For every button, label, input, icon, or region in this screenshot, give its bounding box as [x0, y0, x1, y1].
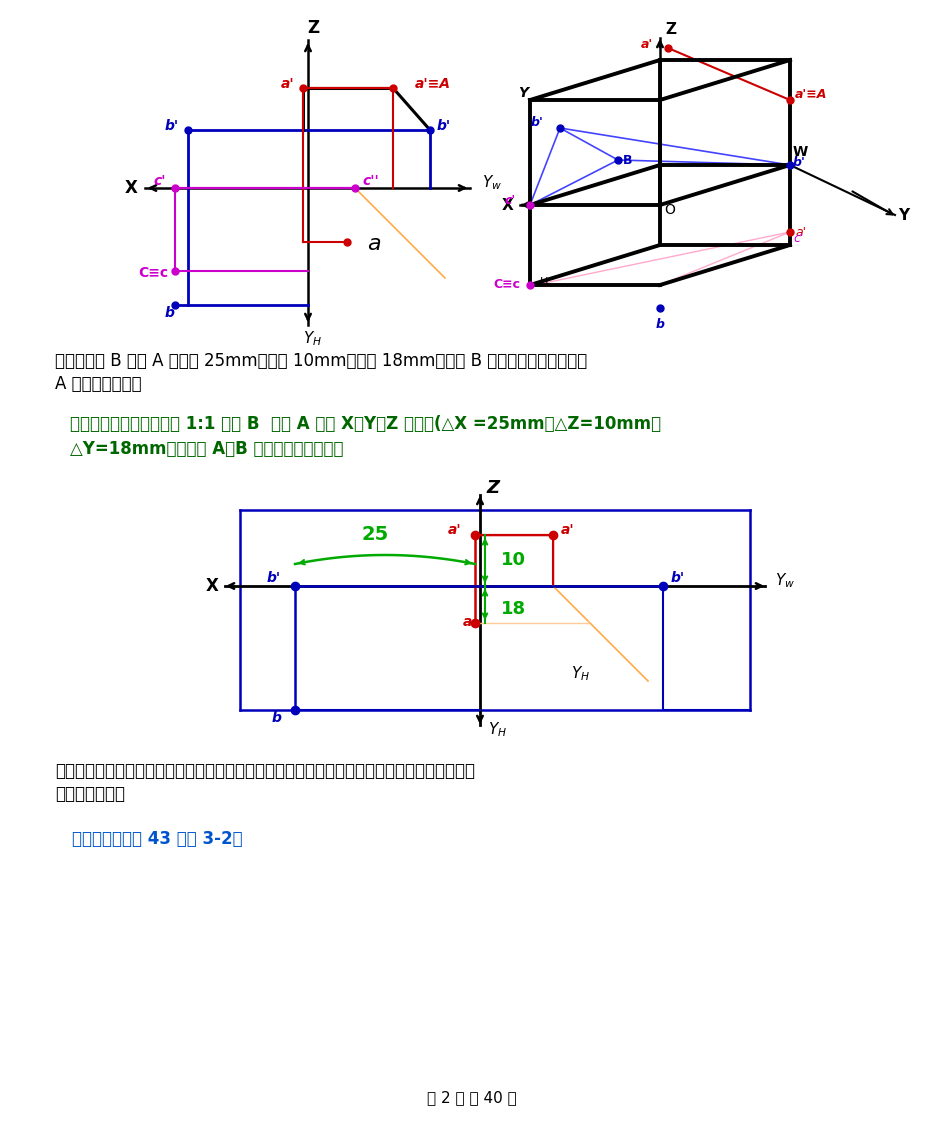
- Text: a': a': [561, 523, 574, 537]
- Text: a': a': [640, 37, 652, 51]
- Text: b': b': [530, 116, 543, 128]
- Text: H: H: [539, 277, 548, 287]
- Text: 18: 18: [500, 600, 526, 618]
- Text: b': b': [266, 570, 280, 585]
- Text: b': b': [165, 119, 178, 133]
- Text: a'≡A: a'≡A: [794, 89, 827, 101]
- Text: c': c': [154, 174, 166, 188]
- Text: 角的真实大小。: 角的真实大小。: [55, 785, 125, 803]
- Text: 答案：见教材第 43 页表 3-2。: 答案：见教材第 43 页表 3-2。: [72, 830, 243, 848]
- Text: Y: Y: [897, 208, 908, 222]
- Text: X: X: [125, 179, 137, 197]
- Text: △Y=18mm），画出 A、B 两点的三面投影图。: △Y=18mm），画出 A、B 两点的三面投影图。: [70, 440, 343, 458]
- Text: $Y_H$: $Y_H$: [487, 721, 507, 739]
- Text: Z: Z: [665, 22, 675, 37]
- Text: $Y_H$: $Y_H$: [570, 665, 589, 684]
- Text: 四、画出直线的第三投影，判断各直线对投影面的相对位置，并标出各特殊位置直线对投影面倾: 四、画出直线的第三投影，判断各直线对投影面的相对位置，并标出各特殊位置直线对投影…: [55, 763, 475, 780]
- Text: a'≡A: a'≡A: [414, 77, 450, 91]
- Text: Z: Z: [485, 480, 498, 497]
- Text: b': b': [792, 155, 805, 168]
- Text: b: b: [165, 305, 175, 320]
- Text: c'': c'': [362, 174, 379, 188]
- Text: a: a: [462, 615, 471, 629]
- Text: c': c': [504, 193, 515, 207]
- Text: a': a': [281, 77, 295, 91]
- Text: a': a': [447, 523, 461, 537]
- Text: a: a: [366, 234, 380, 254]
- Text: b: b: [271, 711, 280, 725]
- Text: 第 2 页 八 40 页: 第 2 页 八 40 页: [427, 1090, 516, 1105]
- Text: B: B: [622, 154, 632, 166]
- Text: Z: Z: [307, 19, 319, 37]
- Text: 25: 25: [361, 524, 388, 544]
- Text: b': b': [670, 570, 684, 585]
- Text: c': c': [792, 231, 802, 245]
- Text: C≡c: C≡c: [138, 266, 168, 280]
- Text: 作图过程：从三投影图中 1:1 量出 B  点与 A 点的 X、Y、Z 坐标差(△X =25mm；△Z=10mm；: 作图过程：从三投影图中 1:1 量出 B 点与 A 点的 X、Y、Z 坐标差(△…: [70, 416, 661, 433]
- Text: X: X: [501, 198, 514, 212]
- Text: 10: 10: [500, 551, 526, 569]
- Text: $Y_w$: $Y_w$: [774, 572, 794, 591]
- Text: A 点的第三投影。: A 点的第三投影。: [55, 375, 142, 393]
- Text: $Y_w$: $Y_w$: [481, 174, 501, 192]
- Text: X: X: [206, 577, 218, 595]
- Text: O: O: [664, 203, 674, 217]
- Text: C≡c: C≡c: [493, 279, 519, 292]
- Text: $Y_H$: $Y_H$: [303, 330, 322, 348]
- Text: a': a': [794, 226, 805, 238]
- Text: Y: Y: [517, 86, 528, 100]
- Text: W: W: [792, 145, 807, 159]
- Text: 三、已知点 B 在点 A 的左方 25mm，下方 10mm，前方 18mm，求出 B 点的三面投影。并完成: 三、已知点 B 在点 A 的左方 25mm，下方 10mm，前方 18mm，求出…: [55, 351, 586, 369]
- Text: b: b: [655, 318, 664, 331]
- Text: b': b': [436, 119, 450, 133]
